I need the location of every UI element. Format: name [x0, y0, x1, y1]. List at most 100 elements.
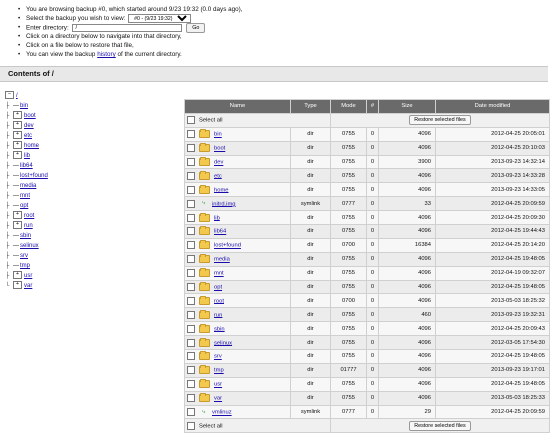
expand-icon[interactable]: + — [13, 131, 22, 140]
row-checkbox[interactable] — [187, 269, 195, 278]
tree-link[interactable]: srv — [20, 253, 28, 259]
file-link[interactable]: initrd.img — [212, 201, 236, 208]
file-link[interactable]: opt — [214, 284, 223, 291]
tree-link[interactable]: var — [24, 283, 33, 289]
directory-input[interactable] — [72, 24, 183, 32]
row-checkbox[interactable] — [187, 338, 195, 347]
tree-link[interactable]: sbin — [20, 233, 32, 239]
tree-link[interactable]: etc — [24, 133, 33, 139]
expand-icon[interactable]: + — [13, 281, 22, 290]
tree-link[interactable]: mnt — [20, 193, 31, 199]
expand-icon[interactable]: + — [13, 111, 22, 120]
tree-link[interactable]: bin — [20, 103, 29, 109]
tree-connector: ├ — [5, 163, 10, 169]
directory-tree: − / ├ —bin ├ + boot ├ + dev ├ + etc ├ + home ├ + lib ├ —lib… — [5, 91, 175, 291]
tree-link[interactable]: tmp — [20, 263, 31, 269]
row-checkbox[interactable] — [187, 199, 195, 208]
row-checkbox[interactable] — [187, 324, 195, 333]
history-link[interactable]: history — [97, 51, 116, 58]
intro-line-directory: Enter directory: Go — [16, 23, 536, 33]
file-link[interactable]: vmlinuz — [212, 409, 232, 416]
tree-link[interactable]: root — [24, 213, 35, 219]
tree-link[interactable]: lib — [24, 153, 31, 159]
row-checkbox[interactable] — [187, 158, 195, 166]
tree-link[interactable]: selinux — [20, 243, 39, 249]
row-checkbox[interactable] — [187, 255, 195, 264]
file-link[interactable]: lost+found — [214, 242, 241, 249]
select-all-checkbox[interactable] — [187, 421, 195, 430]
date-cell: 2013-09-23 14:33:05 — [435, 182, 550, 198]
header-date-modified[interactable]: Date modified — [435, 99, 550, 114]
row-checkbox[interactable] — [187, 144, 195, 153]
file-link[interactable]: mnt — [214, 270, 224, 277]
file-link[interactable]: var — [214, 395, 223, 402]
file-link[interactable]: lib64 — [214, 228, 227, 235]
header-name[interactable]: Name — [184, 99, 291, 114]
select-all-checkbox[interactable] — [187, 116, 195, 125]
file-link[interactable]: etc — [214, 173, 222, 180]
row-checkbox[interactable] — [187, 241, 195, 250]
file-link[interactable]: srv — [214, 354, 222, 360]
restore-selected-button[interactable]: Restore selected files — [409, 420, 471, 431]
file-link[interactable]: tmp — [214, 367, 224, 374]
tree-link[interactable]: lib64 — [20, 163, 33, 169]
header-size[interactable]: Size — [378, 99, 436, 114]
tree-leaf-dash: — — [13, 103, 19, 109]
row-checkbox[interactable] — [187, 352, 195, 361]
row-checkbox[interactable] — [187, 283, 195, 292]
folder-icon — [199, 157, 210, 166]
tree-node: ├ —selinux — [5, 241, 175, 251]
file-link[interactable]: sbin — [214, 326, 225, 333]
tree-link[interactable]: home — [24, 143, 40, 149]
file-link[interactable]: media — [214, 256, 230, 263]
file-link[interactable]: usr — [214, 381, 223, 388]
tree-link[interactable]: usr — [24, 273, 33, 279]
header-type[interactable]: Type — [290, 99, 331, 114]
row-checkbox[interactable] — [187, 310, 195, 319]
file-link[interactable]: bin — [214, 131, 222, 138]
row-checkbox[interactable] — [187, 130, 195, 139]
size-cell: 4096 — [378, 210, 436, 226]
tree-leaf-dash: — — [13, 203, 19, 209]
expand-icon[interactable]: + — [13, 221, 22, 230]
file-link[interactable]: home — [214, 187, 229, 194]
row-checkbox[interactable] — [187, 296, 195, 305]
file-link[interactable]: root — [214, 298, 224, 305]
row-checkbox[interactable] — [187, 171, 195, 180]
contents-header: Contents of / — [0, 66, 548, 82]
restore-selected-button[interactable]: Restore selected files — [409, 115, 471, 126]
row-checkbox[interactable] — [187, 185, 195, 194]
tree-link[interactable]: boot — [24, 113, 36, 119]
expand-icon[interactable]: + — [13, 121, 22, 130]
number-cell: 0 — [366, 196, 379, 212]
tree-node: ├ —bin — [5, 101, 175, 111]
tree-link[interactable]: lost+found — [20, 173, 48, 179]
size-cell: 4096 — [378, 362, 436, 378]
tree-link[interactable]: media — [20, 183, 37, 189]
backup-select[interactable]: #0 - (9/23 19:32) — [128, 14, 192, 23]
expand-icon[interactable]: + — [13, 211, 22, 220]
expand-icon[interactable]: + — [13, 141, 22, 150]
row-checkbox[interactable] — [187, 394, 195, 403]
header-mode[interactable]: Mode — [330, 99, 367, 114]
row-checkbox[interactable] — [187, 213, 195, 222]
collapse-icon[interactable]: − — [5, 91, 14, 100]
row-checkbox[interactable] — [187, 227, 195, 236]
folder-icon — [199, 295, 210, 305]
expand-icon[interactable]: + — [13, 271, 22, 280]
tree-link[interactable]: run — [24, 223, 33, 229]
tree-link[interactable]: dev — [24, 123, 34, 129]
type-cell: dir — [290, 182, 331, 198]
file-link[interactable]: lib — [214, 215, 220, 222]
file-link[interactable]: dev — [214, 159, 224, 166]
tree-root-link[interactable]: / — [16, 93, 18, 99]
file-link[interactable]: selinux — [214, 340, 233, 347]
tree-link[interactable]: opt — [20, 203, 29, 209]
header-number[interactable]: # — [366, 99, 379, 114]
row-checkbox[interactable] — [187, 366, 195, 375]
file-link[interactable]: boot — [214, 145, 226, 152]
row-checkbox[interactable] — [187, 408, 195, 417]
row-checkbox[interactable] — [187, 380, 195, 389]
expand-icon[interactable]: + — [13, 151, 22, 160]
file-link[interactable]: run — [214, 312, 223, 319]
